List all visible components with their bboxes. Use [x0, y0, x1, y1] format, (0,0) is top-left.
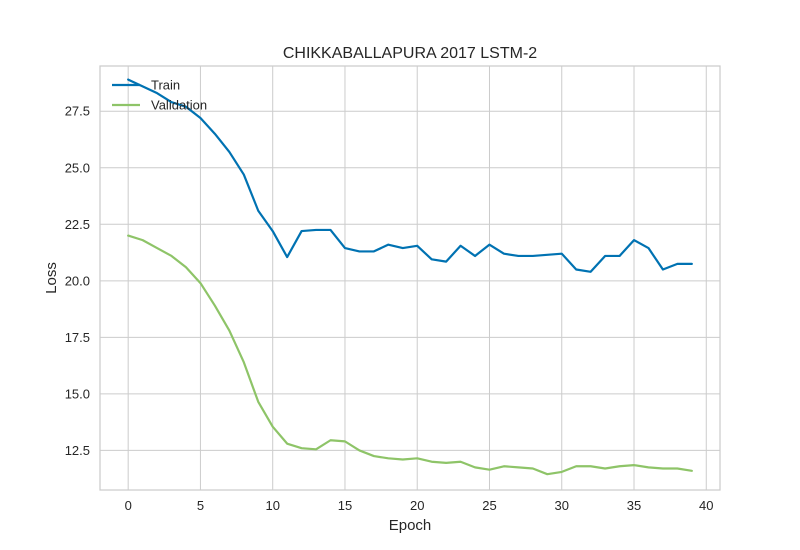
y-tick-label: 15.0 — [65, 386, 90, 401]
series-line-validation — [127, 234, 693, 476]
y-tick-label: 22.5 — [65, 217, 90, 232]
y-tick-label: 12.5 — [65, 443, 90, 458]
x-tick-label: 15 — [338, 498, 352, 513]
y-tick-label: 17.5 — [65, 330, 90, 345]
grid-lines — [100, 66, 720, 490]
x-tick-label: 20 — [410, 498, 424, 513]
x-tick-label: 40 — [699, 498, 713, 513]
x-tick-label: 0 — [125, 498, 132, 513]
series-lines — [127, 78, 693, 476]
y-tick-label: 25.0 — [65, 160, 90, 175]
plot-area — [100, 66, 720, 490]
x-tick-label: 10 — [265, 498, 279, 513]
y-tick-label: 27.5 — [65, 104, 90, 119]
x-tick-label: 30 — [555, 498, 569, 513]
y-axis-label: Loss — [43, 262, 60, 294]
x-tick-label: 35 — [627, 498, 641, 513]
x-tick-label: 5 — [197, 498, 204, 513]
y-tick-label: 20.0 — [65, 273, 90, 288]
x-axis-label: Epoch — [389, 517, 432, 534]
plot-frame — [99, 65, 721, 491]
legend-label-validation: Validation — [151, 98, 207, 113]
chart-title: CHIKKABALLAPURA 2017 LSTM-2 — [283, 45, 537, 62]
legend-label-train: Train — [151, 78, 180, 93]
x-tick-labels: 0 5 10 15 20 25 30 35 40 — [125, 498, 714, 513]
x-tick-label: 25 — [482, 498, 496, 513]
y-tick-labels: 12.5 15.0 17.5 20.0 22.5 25.0 27.5 — [65, 104, 90, 458]
series-line-train — [127, 78, 693, 273]
legend: Train Validation — [112, 78, 207, 113]
